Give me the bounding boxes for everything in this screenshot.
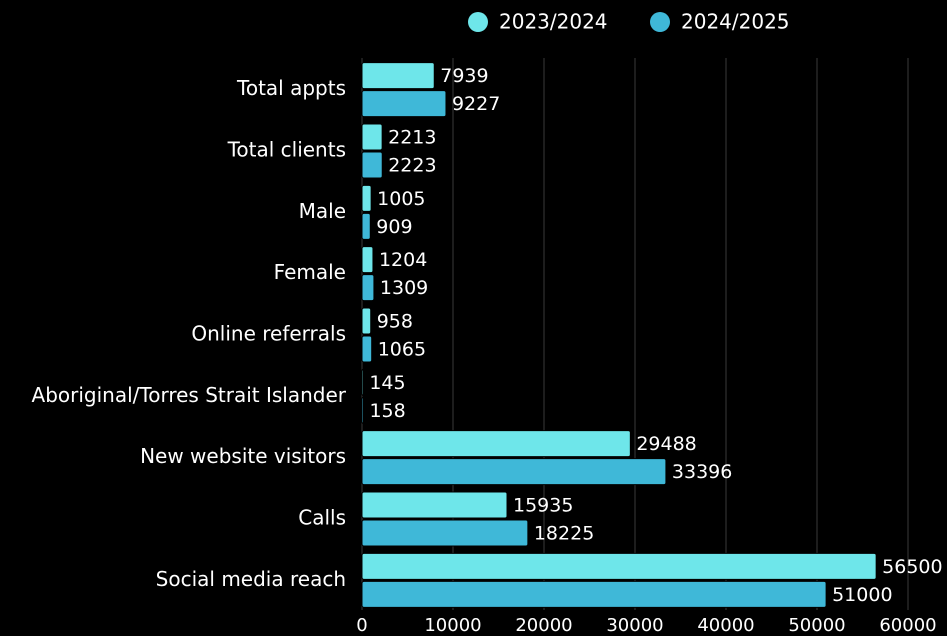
- data-label: 15935: [513, 495, 573, 517]
- data-label: 909: [376, 216, 412, 238]
- y-tick-label: Aboriginal/Torres Strait Islander: [32, 383, 347, 407]
- data-label: 9227: [452, 93, 500, 115]
- data-label: 145: [369, 372, 405, 394]
- bar: [361, 123, 383, 151]
- data-label: 2213: [388, 127, 436, 149]
- legend-label: 2024/2025: [681, 10, 790, 34]
- data-label: 51000: [832, 584, 892, 606]
- x-tick-label: 20000: [515, 615, 572, 636]
- bar: [361, 368, 364, 396]
- x-tick-label: 10000: [424, 615, 481, 636]
- bar: [361, 552, 877, 580]
- data-label: 1309: [380, 277, 428, 299]
- data-label: 1204: [379, 249, 427, 271]
- data-label: 7939: [440, 65, 488, 87]
- bar: [361, 458, 667, 486]
- data-label: 18225: [534, 523, 594, 545]
- bar: [361, 151, 383, 179]
- y-tick-label: New website visitors: [140, 444, 346, 468]
- bar: [361, 580, 827, 608]
- data-label: 29488: [636, 433, 696, 455]
- bar: [361, 246, 374, 274]
- y-tick-label: Total clients: [227, 138, 346, 162]
- bar: [361, 62, 435, 90]
- data-label: 958: [377, 311, 413, 333]
- x-tick-label: 30000: [606, 615, 663, 636]
- y-tick-label: Male: [299, 199, 346, 223]
- bar: [361, 90, 447, 118]
- x-tick-label: 60000: [879, 615, 936, 636]
- legend-swatch: [468, 12, 488, 32]
- data-label: 56500: [882, 556, 942, 578]
- x-tick-label: 50000: [788, 615, 845, 636]
- y-tick-label: Social media reach: [156, 567, 346, 591]
- bar: [361, 430, 631, 458]
- data-label: 1065: [378, 339, 426, 361]
- y-tick-label: Female: [274, 260, 346, 284]
- bar: [361, 274, 375, 302]
- y-tick-label: Online referrals: [191, 322, 346, 346]
- legend-label: 2023/2024: [499, 10, 608, 34]
- bar: [361, 212, 371, 240]
- bar: [361, 519, 529, 547]
- bar: [361, 335, 373, 363]
- y-tick-label: Calls: [298, 506, 346, 530]
- legend-swatch: [650, 12, 670, 32]
- data-label: 33396: [672, 461, 732, 483]
- data-label: 158: [369, 400, 405, 422]
- y-tick-label: Total appts: [236, 76, 346, 100]
- x-tick-label: 40000: [697, 615, 754, 636]
- bar: [361, 396, 364, 424]
- data-label: 2223: [388, 155, 436, 177]
- bar: [361, 307, 372, 335]
- x-tick-label: 0: [356, 615, 367, 636]
- bar: [361, 184, 372, 212]
- bar: [361, 491, 508, 519]
- data-label: 1005: [377, 188, 425, 210]
